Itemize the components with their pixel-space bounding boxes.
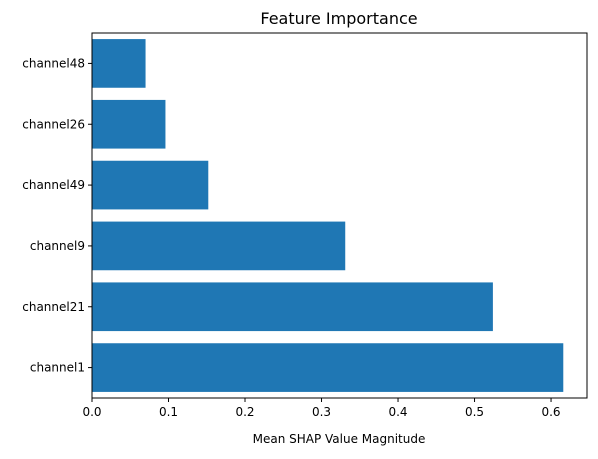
x-tick-label: 0.4 xyxy=(388,405,407,419)
y-tick-label: channel21 xyxy=(22,300,85,314)
x-axis-label: Mean SHAP Value Magnitude xyxy=(253,432,426,446)
y-tick-label: channel9 xyxy=(30,239,85,253)
x-axis: 0.0 0.1 0.2 0.3 0.4 0.5 0.6 xyxy=(82,398,561,419)
y-tick-label: channel49 xyxy=(22,178,85,192)
bars-layer xyxy=(92,39,564,392)
plot-frame xyxy=(91,32,588,399)
x-tick-label: 0.2 xyxy=(235,405,254,419)
bar-channel21 xyxy=(92,282,493,332)
bar-channel9 xyxy=(92,221,346,271)
x-tick-label: 0.0 xyxy=(82,405,101,419)
bar-channel1 xyxy=(92,343,564,392)
y-tick-label: channel48 xyxy=(22,56,85,70)
x-tick-label: 0.3 xyxy=(312,405,331,419)
x-tick-label: 0.5 xyxy=(465,405,484,419)
y-tick-label: channel1 xyxy=(30,361,85,375)
bar-channel26 xyxy=(92,99,166,149)
y-axis: channel1 channel21 channel9 channel49 channe… xyxy=(22,56,92,375)
bar-channel48 xyxy=(92,39,146,88)
x-tick-label: 0.6 xyxy=(541,405,560,419)
x-tick-label: 0.1 xyxy=(159,405,178,419)
y-tick-label: channel26 xyxy=(22,117,85,131)
chart-title: Feature Importance xyxy=(260,9,417,28)
bar-channel49 xyxy=(92,160,209,210)
